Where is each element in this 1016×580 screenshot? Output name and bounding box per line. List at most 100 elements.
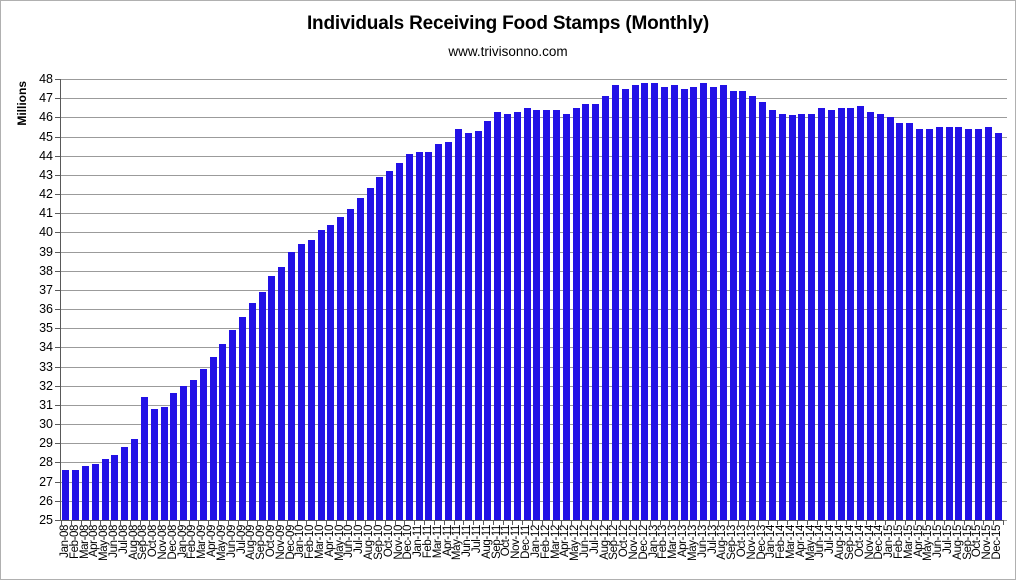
bar: [494, 111, 502, 520]
gridline: [61, 117, 1003, 119]
gridline: [61, 155, 1003, 157]
bar: [62, 470, 70, 520]
bar: [121, 447, 129, 520]
bar: [857, 105, 865, 520]
x-axis-tick: [463, 520, 465, 525]
bar: [170, 393, 178, 520]
bar: [484, 121, 492, 520]
y-axis-tick: [55, 520, 61, 521]
x-axis-tick: [257, 520, 259, 525]
x-axis-tick: [953, 520, 955, 525]
x-axis-tick: [168, 520, 170, 525]
bar: [611, 84, 619, 520]
y-axis-tick: [55, 366, 61, 368]
x-axis-tick: [787, 520, 789, 525]
y-axis-right-tick: [1003, 481, 1007, 483]
x-axis-tick: [90, 520, 92, 525]
x-axis-tick: [208, 520, 210, 525]
x-axis-tick: [571, 520, 573, 525]
x-axis-tick: [718, 520, 720, 525]
x-axis-tick: [551, 520, 553, 525]
x-axis-tick-label: Dec-15: [991, 525, 1004, 560]
bar: [729, 90, 737, 520]
bar: [101, 458, 109, 520]
gridline: [61, 79, 1003, 80]
x-axis-tick: [728, 520, 730, 525]
x-axis-tick: [70, 520, 72, 525]
y-axis-tick-label: 35: [39, 321, 53, 336]
bar: [435, 144, 443, 520]
bar: [396, 163, 404, 520]
x-axis-tick: [777, 520, 779, 525]
y-axis-tick: [55, 309, 61, 311]
bar: [916, 128, 924, 520]
x-axis-tick: [110, 520, 112, 525]
x-axis-tick: [669, 520, 671, 525]
y-axis-right-tick: [1003, 213, 1007, 215]
gridline: [61, 481, 1003, 483]
y-axis-right-tick: [1003, 520, 1007, 521]
x-axis-tick: [286, 520, 288, 525]
y-axis-tick-label: 44: [39, 148, 53, 163]
x-axis-tick: [139, 520, 141, 525]
y-axis-right-tick: [1003, 136, 1007, 138]
gridline: [61, 385, 1003, 387]
gridline: [61, 232, 1003, 234]
bar: [631, 84, 639, 520]
gridline: [61, 443, 1003, 445]
bar: [278, 266, 286, 520]
x-axis-tick: [267, 520, 269, 525]
x-axis-tick: [738, 520, 740, 525]
bar: [719, 84, 727, 520]
x-axis-tick: [119, 520, 121, 525]
bar: [82, 466, 90, 520]
y-axis-right-tick: [1003, 251, 1007, 253]
y-axis-tick: [55, 251, 61, 253]
x-axis-tick: [865, 520, 867, 525]
x-axis-tick: [747, 520, 749, 525]
x-axis-tick: [541, 520, 543, 525]
x-axis-tick: [689, 520, 690, 525]
x-axis-tick: [708, 520, 710, 525]
gridline: [61, 270, 1003, 272]
x-axis-tick: [306, 520, 308, 525]
bar: [503, 113, 511, 520]
bar: [513, 111, 521, 520]
x-axis-tick: [885, 520, 887, 525]
bar: [464, 132, 472, 520]
y-axis-tick-label: 38: [39, 263, 53, 278]
bar: [346, 209, 354, 520]
bar: [621, 88, 629, 520]
y-axis-tick-label: 40: [39, 225, 53, 240]
bar: [670, 84, 678, 520]
y-axis-right-tick: [1003, 98, 1007, 100]
bar: [788, 115, 796, 520]
y-axis-tick: [55, 232, 61, 234]
bar: [160, 406, 168, 520]
y-axis-tick: [55, 424, 61, 426]
x-axis-tick: [767, 520, 769, 525]
x-axis-tick: [904, 520, 906, 525]
plot-area: [61, 79, 1003, 520]
y-axis-right-tick: [1003, 462, 1007, 464]
x-axis-tick: [944, 520, 946, 525]
gridline: [61, 424, 1003, 426]
bar: [984, 126, 992, 520]
y-axis-right-tick: [1003, 500, 1007, 502]
x-axis-tick: [178, 520, 180, 525]
bar: [386, 171, 394, 520]
x-axis-tick: [816, 520, 818, 525]
bar: [660, 86, 668, 520]
bar: [945, 126, 953, 520]
y-axis-right-tick: [1003, 328, 1007, 330]
bar: [690, 86, 698, 520]
x-axis-tick: [237, 520, 239, 525]
y-axis-tick: [55, 404, 61, 406]
x-axis-tick: [129, 520, 131, 525]
bar: [994, 132, 1002, 520]
y-axis-right-tick: [1003, 289, 1007, 291]
bar: [867, 111, 875, 520]
y-axis-right-tick: [1003, 232, 1007, 234]
bar: [925, 128, 933, 520]
bar: [327, 224, 335, 520]
